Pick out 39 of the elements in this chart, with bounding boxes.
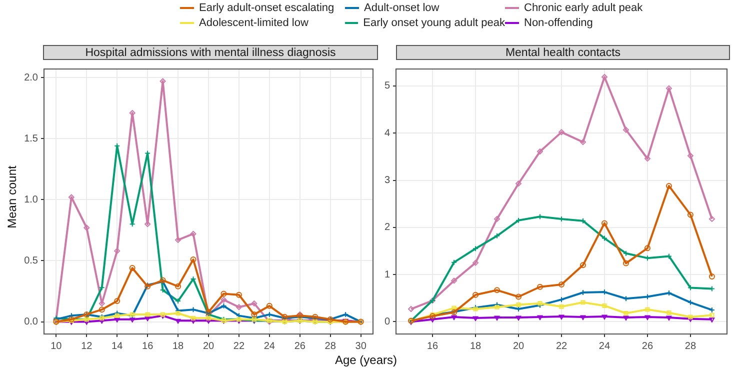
chart-title: Hospital admissions with mental illness diagnosis (43, 45, 378, 60)
y-tick-label: 1 (384, 269, 390, 280)
legend-label: Chronic early adult peak (523, 2, 644, 14)
y-tick-label: 1.5 (24, 133, 38, 144)
x-axis-title: Age (years) (334, 353, 398, 367)
x-tick-label: 14 (112, 340, 124, 352)
x-tick-label: 30 (355, 340, 367, 352)
x-tick-label: 22 (233, 340, 245, 352)
x-tick-label: 16 (142, 340, 154, 352)
x-tick-label: 28 (684, 340, 696, 352)
legend-label: Early adult-onset escalating (198, 2, 336, 14)
x-tick-label: 24 (598, 340, 610, 352)
y-tick-label: 0.0 (24, 316, 38, 328)
chart-title: Mental health contacts (396, 45, 730, 60)
x-tick-label: 10 (50, 340, 62, 352)
y-tick-label: 4 (384, 128, 390, 139)
y-tick-label: 5 (384, 80, 390, 92)
x-tick-label: 26 (294, 340, 306, 352)
x-tick-label: 18 (172, 340, 184, 352)
legend-label: Early onset young adult peak (362, 17, 505, 29)
y-tick-label: 0.5 (24, 255, 38, 266)
x-tick-label: 26 (642, 340, 654, 352)
legend-label: Non-offending (523, 17, 594, 29)
x-tick-label: 22 (556, 340, 568, 352)
x-tick-label: 28 (324, 340, 336, 352)
x-tick-label: 20 (202, 340, 214, 352)
y-axis-title: Mean count (5, 164, 19, 230)
x-tick-label: 20 (512, 340, 525, 352)
legend-label: Adolescent-limited low (198, 17, 310, 29)
x-tick-label: 18 (470, 340, 482, 352)
x-tick-label: 24 (264, 340, 276, 352)
y-tick-label: 0 (384, 316, 390, 328)
y-tick-label: 2 (384, 222, 390, 234)
x-tick-label: 12 (81, 340, 93, 352)
y-tick-label: 3 (384, 175, 390, 186)
y-tick-label: 1.0 (24, 194, 38, 206)
x-tick-label: 16 (426, 340, 439, 352)
legend-label: Adult-onset low (363, 2, 440, 14)
y-tick-label: 2.0 (24, 72, 38, 84)
